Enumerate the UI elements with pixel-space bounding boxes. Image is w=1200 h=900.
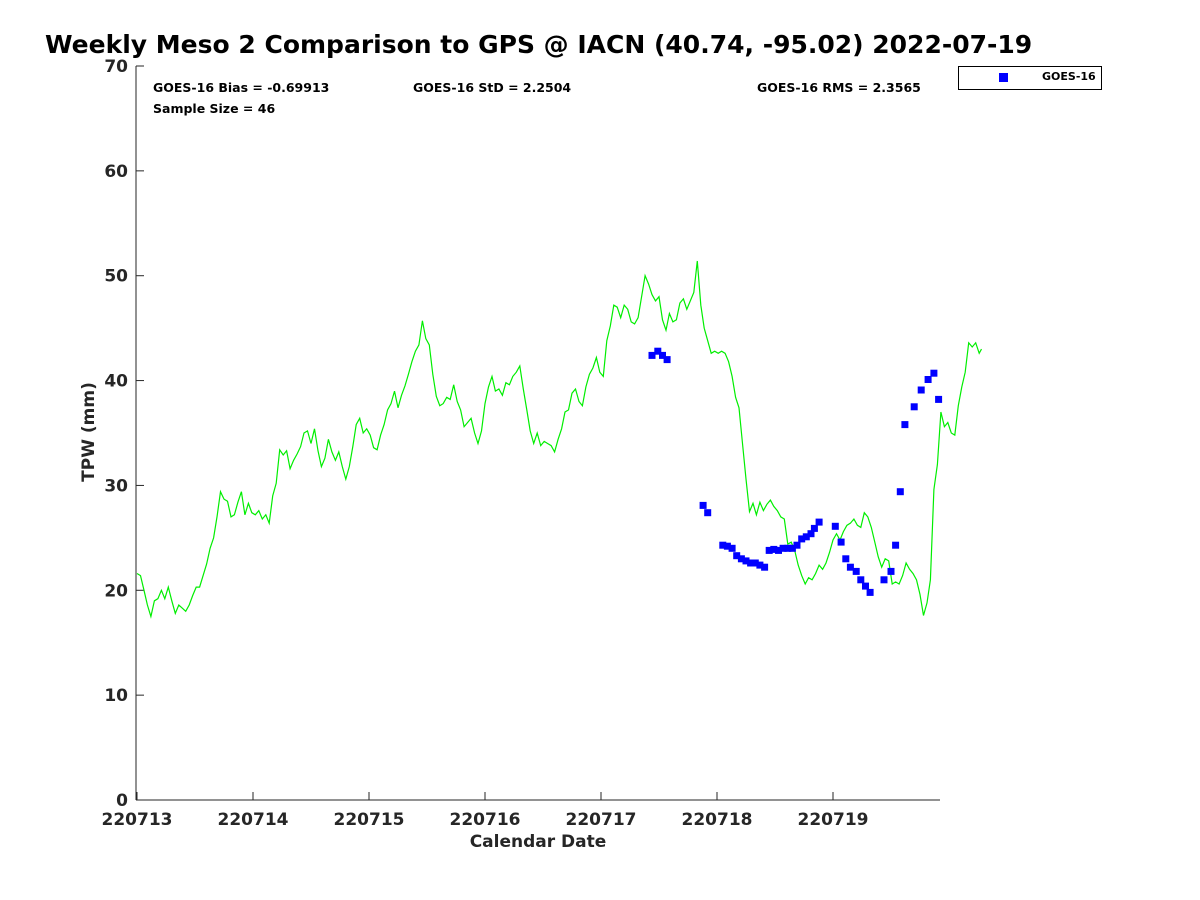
goes16-point <box>751 559 759 567</box>
goes16-point <box>648 351 656 359</box>
goes16-point <box>862 582 869 590</box>
goes16-point <box>807 530 815 538</box>
goes16-point <box>733 552 741 560</box>
y-axis-label: TPW (mm) <box>79 382 99 482</box>
goes16-point <box>846 563 854 571</box>
goes16-point <box>737 555 745 563</box>
goes16-point <box>924 376 932 383</box>
y-tick-label: 40 <box>104 372 128 392</box>
goes16-point <box>887 567 895 575</box>
goes16-point <box>704 509 712 517</box>
series-layer <box>136 260 983 619</box>
goes16-point <box>723 542 731 550</box>
goes16-point <box>837 538 845 546</box>
gps-tpw-line <box>136 260 983 619</box>
goes16-point <box>810 524 818 532</box>
goes16-point <box>857 576 865 584</box>
goes16-point <box>765 546 773 554</box>
goes16-point <box>742 557 750 565</box>
bias-stat: GOES-16 Bias = -0.69913 <box>153 80 330 95</box>
legend-label: GOES-16 <box>1042 70 1096 83</box>
goes16-point <box>815 518 823 526</box>
goes16-point <box>831 522 839 530</box>
goes16-point <box>784 544 792 552</box>
x-tick-label: 220715 <box>334 810 405 830</box>
goes16-point <box>747 559 755 567</box>
goes16-point <box>917 386 925 394</box>
goes16-point <box>761 563 769 571</box>
x-tick-label: 220716 <box>450 810 521 830</box>
axes: 0 10 20 30 40 50 60 70 220713 220714 220715 220716 2… <box>102 57 940 830</box>
y-tick-label: 20 <box>104 581 128 601</box>
goes16-point <box>659 351 666 359</box>
goes16-point <box>654 347 662 355</box>
goes16-point <box>788 544 796 552</box>
goes16-point <box>901 421 909 429</box>
goes16-point <box>896 488 904 496</box>
y-tick-label: 60 <box>104 162 128 182</box>
std-stat: GOES-16 StD = 2.2504 <box>413 80 572 95</box>
goes16-point <box>880 576 888 584</box>
rms-stat: GOES-16 RMS = 2.3565 <box>757 80 921 95</box>
goes16-point <box>756 561 764 569</box>
goes16-point <box>728 544 736 552</box>
x-axis-label: Calendar Date <box>470 832 607 852</box>
goes16-point <box>779 544 787 552</box>
goes16-point <box>866 588 874 596</box>
goes16-point <box>775 546 782 554</box>
goes16-point <box>935 395 943 403</box>
goes16-point <box>663 356 671 364</box>
y-tick-label: 10 <box>104 686 128 706</box>
goes16-point <box>910 403 918 411</box>
y-tick-label: 0 <box>116 791 128 811</box>
goes16-point <box>770 545 778 553</box>
x-tick-label: 220718 <box>682 810 753 830</box>
x-tick-label: 220713 <box>102 810 173 830</box>
goes16-point <box>699 501 707 509</box>
y-tick-label: 70 <box>104 57 128 77</box>
y-tick-label: 30 <box>104 476 128 496</box>
goes16-point <box>719 541 727 549</box>
goes16-point <box>892 541 900 549</box>
legend: GOES-16 <box>958 66 1102 90</box>
goes16-point <box>798 535 806 543</box>
goes16-point <box>793 541 801 549</box>
goes16-point <box>852 567 860 575</box>
x-tick-label: 220714 <box>218 810 289 830</box>
sample-size-stat: Sample Size = 46 <box>153 101 276 116</box>
y-tick-label: 50 <box>104 267 128 287</box>
chart-title: Weekly Meso 2 Comparison to GPS @ IACN (… <box>45 30 1033 59</box>
x-tick-label: 220719 <box>798 810 869 830</box>
x-tick-label: 220717 <box>566 810 637 830</box>
goes16-point <box>842 555 850 563</box>
goes16-point <box>930 369 938 377</box>
legend-marker <box>999 73 1008 82</box>
goes16-point <box>802 533 810 541</box>
